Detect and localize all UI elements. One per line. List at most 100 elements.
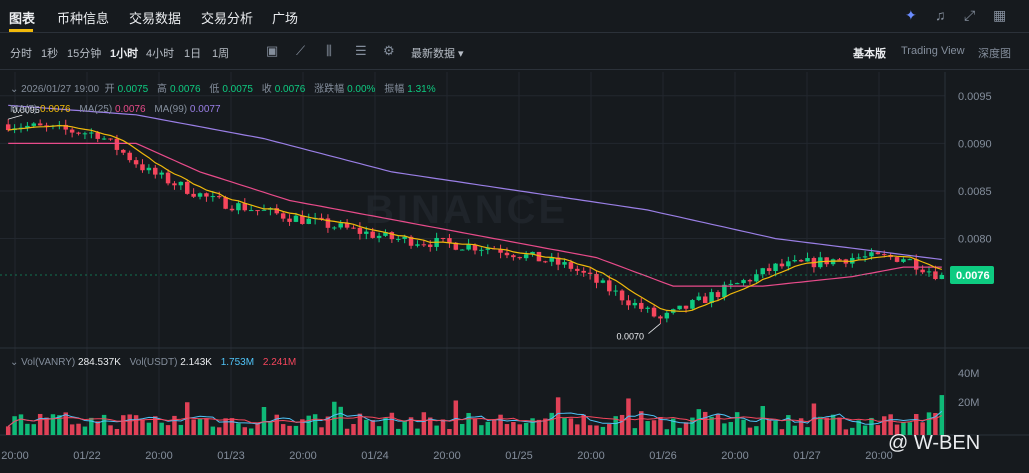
volume-bar: [351, 424, 356, 435]
candle-body: [306, 218, 311, 224]
time-tick-label: 01/26: [649, 450, 677, 462]
volume-bar: [715, 413, 721, 435]
low-value: 0.0075: [222, 84, 253, 95]
candle-body: [197, 193, 203, 197]
time-tick-label: 01/27: [793, 450, 821, 462]
candle-body: [581, 270, 586, 273]
expand-icon[interactable]: ⤢: [964, 7, 976, 23]
volume-bars: [5, 395, 945, 435]
candle-type-icon[interactable]: ⫼: [326, 43, 332, 58]
candle-body: [824, 257, 829, 265]
high-marker-line: [8, 114, 23, 120]
candle-body: [607, 280, 612, 292]
interval-1s[interactable]: 1秒: [41, 48, 59, 60]
interval-timeline[interactable]: 分时: [10, 48, 32, 60]
candle-body: [632, 302, 638, 306]
tab-trading-analysis[interactable]: 交易分析: [201, 11, 254, 26]
layout-grid-icon[interactable]: ▦: [993, 7, 1007, 23]
volume-bar: [434, 425, 439, 435]
collapse-chevron-icon[interactable]: ⌄: [10, 357, 22, 368]
settings-list-icon[interactable]: ☰: [355, 43, 367, 58]
interval-1w[interactable]: 1周: [212, 48, 230, 60]
tab-trading-data[interactable]: 交易数据: [129, 11, 182, 26]
candle-body: [108, 138, 113, 140]
volume-bar: [223, 418, 228, 435]
candle-body: [389, 232, 395, 240]
volume-bar: [786, 415, 791, 435]
interval-4h[interactable]: 4小时: [146, 48, 175, 60]
candle-body: [76, 132, 81, 134]
interval-1d[interactable]: 1日: [184, 48, 202, 60]
collapse-chevron-icon[interactable]: ⌄: [10, 84, 22, 95]
candle-body: [255, 210, 260, 212]
candle-body: [600, 280, 606, 283]
volume-bar: [389, 412, 395, 435]
ai-sparkle-icon[interactable]: ✦: [905, 7, 917, 23]
volume-bar: [408, 417, 414, 435]
volume-bar: [280, 424, 286, 435]
active-tab-indicator: [9, 29, 33, 32]
candle-body: [210, 196, 216, 198]
tab-chart[interactable]: 图表: [9, 11, 36, 26]
volume-bar: [31, 424, 37, 435]
time-tick-label: 20:00: [145, 450, 173, 462]
price-markers: 0.0095 0.0070: [8, 105, 661, 342]
vol-usdt-label: Vol(USDT): [129, 357, 178, 368]
candle-body: [798, 260, 804, 262]
volume-bar: [555, 397, 561, 435]
volume-bar: [843, 429, 849, 435]
latest-data-dropdown[interactable]: 最新数据 ▾: [411, 48, 464, 60]
view-basic[interactable]: 基本版: [853, 48, 886, 60]
volume-bar: [146, 422, 152, 435]
open-value: 0.0075: [117, 84, 149, 95]
candle-body: [901, 259, 906, 262]
volume-bar: [824, 417, 829, 435]
tab-square[interactable]: 广场: [272, 11, 299, 26]
candle-body: [153, 167, 158, 175]
volume-bar: [210, 426, 216, 435]
tab-coin-info[interactable]: 币种信息: [57, 11, 110, 26]
volume-bar: [63, 412, 68, 435]
candle-body: [907, 259, 913, 261]
volume-bar: [178, 424, 184, 435]
high-label: 高: [156, 84, 167, 95]
volume-bar: [562, 418, 567, 435]
candle-body: [223, 197, 228, 209]
volume-bar: [933, 413, 938, 435]
ma7-line: [8, 124, 942, 312]
gear-icon[interactable]: ⚙: [383, 43, 395, 58]
candle-body: [786, 261, 791, 267]
interval-15m[interactable]: 15分钟: [67, 48, 102, 60]
volume-bar: [447, 429, 452, 435]
volume-bar: [229, 418, 235, 435]
volume-bar: [530, 418, 535, 435]
interval-1h[interactable]: 1小时: [110, 48, 139, 60]
candle-body: [472, 244, 478, 251]
candle-body: [357, 227, 363, 234]
volume-bar: [236, 423, 241, 435]
volume-bar: [396, 428, 401, 435]
calendar-icon[interactable]: ▣: [266, 43, 279, 58]
candle-body: [664, 312, 670, 319]
candle-body: [792, 260, 797, 262]
candle-body: [236, 203, 241, 211]
volume-bar: [479, 425, 484, 435]
candle-body: [300, 215, 305, 224]
time-tick-label: 01/25: [505, 450, 533, 462]
candle-body: [498, 249, 503, 253]
indicator-icon[interactable]: ⟋: [296, 43, 306, 58]
volume-bar: [670, 418, 676, 435]
volume-bar: [344, 428, 350, 435]
candle-body: [146, 167, 152, 171]
price-tick-label: 0.0090: [958, 138, 992, 150]
volume-bar: [619, 414, 625, 435]
high-value: 0.0076: [169, 84, 201, 95]
candle-body: [651, 307, 657, 317]
view-depth[interactable]: 深度图: [978, 48, 1011, 60]
candle-body: [364, 231, 369, 234]
bell-icon[interactable]: ♫: [935, 7, 946, 23]
candle-body: [747, 280, 753, 282]
view-tradingview[interactable]: Trading View: [901, 45, 965, 57]
volume-bar: [830, 414, 836, 435]
